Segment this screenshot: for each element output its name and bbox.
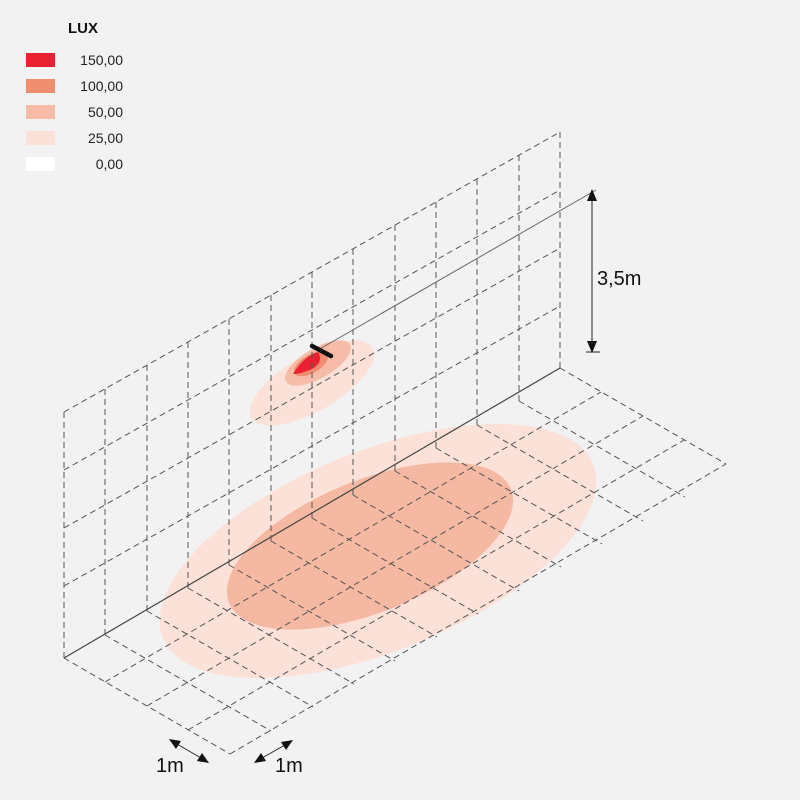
height-dimension: 3,5m (586, 189, 641, 353)
grid-y-label: 1m (275, 755, 303, 777)
legend-label: 100,00 (80, 78, 123, 94)
arrow-right-icon (197, 753, 209, 763)
legend-title: LUX (68, 20, 98, 37)
legend-item: 0,00 (26, 151, 136, 177)
grid-x-label: 1m (156, 755, 184, 777)
legend-swatch (26, 131, 55, 145)
floor-grid (63, 367, 727, 755)
floor-illuminance (159, 423, 597, 679)
mounting-height-line (317, 189, 597, 351)
arrow-left-icon (254, 753, 266, 763)
legend-item: 150,00 (26, 47, 136, 73)
arrow-left-icon (169, 739, 181, 749)
height-label: 3,5m (597, 268, 641, 290)
luminaire (309, 189, 597, 359)
legend-swatch (26, 79, 55, 93)
legend-label: 0,00 (95, 156, 123, 172)
floor-zone-50 (226, 462, 514, 630)
legend-label: 25,00 (87, 130, 123, 146)
lux-legend: LUX 150,00 100,00 50,00 25,00 0,00 (26, 20, 136, 177)
grid-dimension-x: 1m (156, 739, 209, 777)
legend-swatch (26, 105, 55, 119)
legend-label: 150,00 (80, 52, 123, 68)
arrow-down-icon (587, 341, 597, 353)
legend-item: 25,00 (26, 125, 136, 151)
legend-swatch (26, 157, 55, 171)
legend-label: 50,00 (87, 104, 123, 120)
luminaire-icon (309, 343, 334, 359)
legend-swatch (26, 53, 55, 67)
wall-grid (63, 131, 561, 658)
arrow-right-icon (281, 740, 293, 750)
legend-item: 100,00 (26, 73, 136, 99)
legend-item: 50,00 (26, 99, 136, 125)
grid-dimension-y: 1m (254, 740, 303, 777)
arrow-up-icon (587, 189, 597, 201)
wall-zone-150 (293, 352, 320, 374)
wall-base-line (63, 367, 561, 659)
